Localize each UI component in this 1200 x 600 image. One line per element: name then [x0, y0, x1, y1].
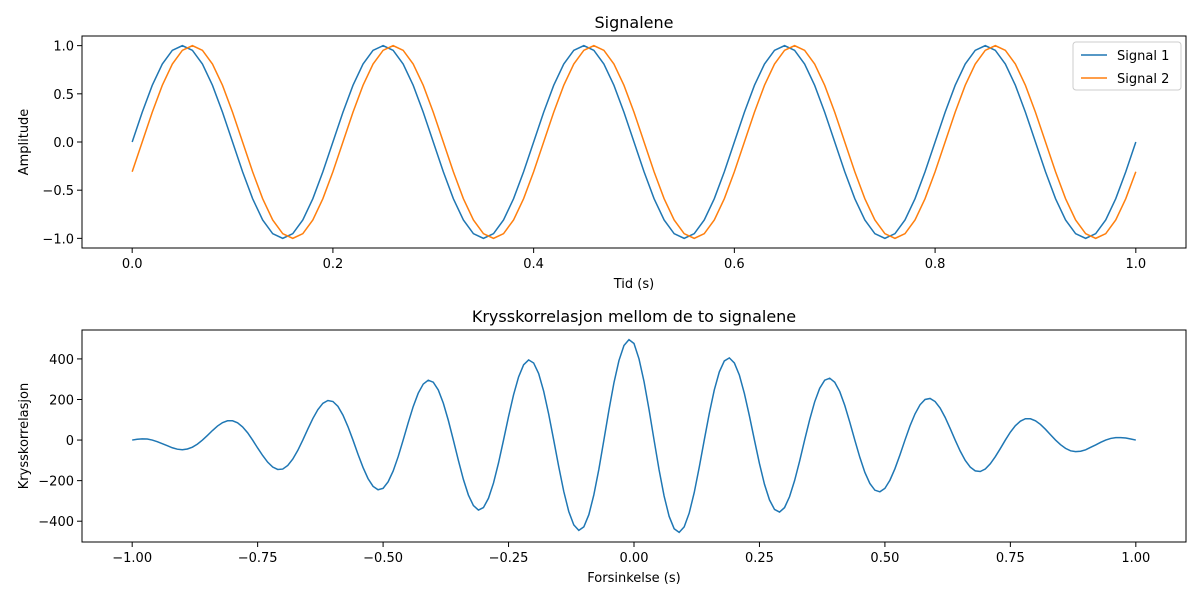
x-tick-label: 0.8: [925, 257, 946, 272]
y-tick-label: −200: [38, 475, 74, 490]
data-line: [131, 44, 1137, 240]
x-tick-label: 1.00: [1121, 551, 1150, 566]
axes-frame: [81, 329, 1187, 543]
legend-label: Signal 1: [1117, 49, 1169, 64]
y-tick-label: −400: [38, 515, 74, 530]
data-line: [131, 44, 1137, 240]
x-tick-label: −0.75: [238, 551, 278, 566]
x-tick-label: −0.50: [363, 551, 403, 566]
x-axis-label: Forsinkelse (s): [587, 571, 680, 586]
data-line: [132, 338, 1136, 534]
x-tick-label: 0.0: [122, 257, 143, 272]
axes-frame: [81, 35, 1187, 249]
y-tick-label: 0.5: [53, 88, 74, 103]
y-tick-label: 0: [66, 434, 74, 449]
x-tick-label: −1.00: [112, 551, 152, 566]
x-tick-label: 0.6: [724, 257, 745, 272]
x-tick-label: 0.25: [745, 551, 774, 566]
chart-title: Krysskorrelasjon mellom de to signalene: [472, 307, 796, 326]
legend-label: Signal 2: [1117, 72, 1169, 87]
y-tick-label: −1.0: [42, 232, 74, 247]
x-tick-label: 1.0: [1125, 257, 1146, 272]
y-axis-label: Amplitude: [17, 109, 32, 176]
x-axis-label: Tid (s): [613, 277, 654, 292]
y-tick-label: 200: [49, 393, 74, 408]
y-tick-label: 400: [49, 353, 74, 368]
y-axis-label: Krysskorrelasjon: [17, 383, 32, 489]
x-tick-label: 0.00: [620, 551, 649, 566]
chart-title: Signalene: [595, 13, 674, 32]
x-tick-label: 0.4: [523, 257, 544, 272]
x-tick-label: 0.50: [870, 551, 899, 566]
y-tick-label: −0.5: [42, 184, 74, 199]
x-tick-label: 0.75: [996, 551, 1025, 566]
x-tick-label: −0.25: [489, 551, 529, 566]
y-tick-label: 0.0: [53, 136, 74, 151]
y-tick-label: 1.0: [53, 40, 74, 55]
x-tick-label: 0.2: [323, 257, 344, 272]
